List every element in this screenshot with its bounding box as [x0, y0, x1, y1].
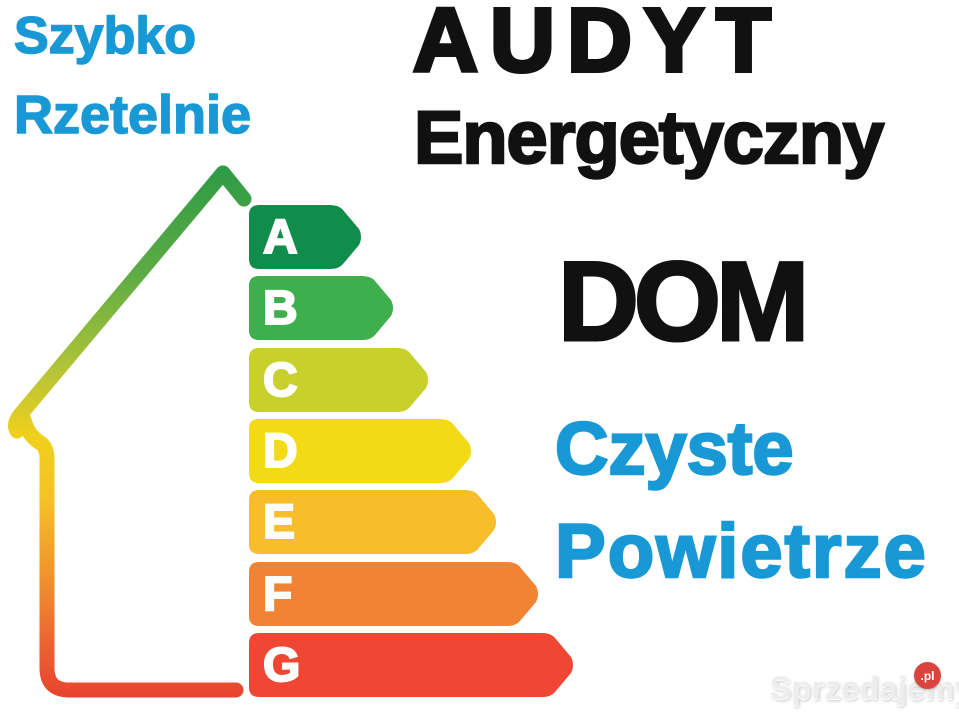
energy-bar-g: G — [249, 633, 577, 697]
energy-bar-c: C — [249, 348, 432, 412]
energy-bar-shape — [249, 562, 538, 626]
energy-bar-shape — [249, 205, 361, 269]
watermark-sprzedajemy: Sprzedajemy .pl — [770, 662, 959, 708]
house-roof-line — [8, 165, 252, 439]
energy-bar-letter: F — [262, 567, 293, 622]
energy-bar-shape — [249, 276, 393, 340]
tagline-rzetelnie: Rzetelnie — [13, 85, 252, 145]
subject-dom: DOM — [556, 239, 810, 364]
energy-bar-shape — [249, 419, 471, 483]
house-wall-line — [16, 412, 244, 698]
energy-bar-letter: A — [262, 210, 299, 265]
headline-energetyczny: Energetyczny — [413, 96, 886, 179]
energy-bar-letter: C — [262, 353, 299, 408]
energy-bar-letter: D — [262, 424, 299, 479]
energy-bar-letter: G — [262, 638, 301, 693]
energy-bar-d: D — [249, 419, 475, 483]
energy-bar-a: A — [249, 205, 365, 269]
energy-bar-letter: B — [262, 281, 299, 336]
program-powietrze: Powietrze — [554, 509, 928, 594]
energy-bar-b: B — [249, 276, 397, 340]
energy-bar-shape — [249, 490, 496, 554]
energy-bar-e: E — [249, 490, 500, 554]
energy-bar-shape — [249, 348, 428, 412]
watermark-pl-badge: .pl — [914, 662, 941, 689]
energy-bar-letter: E — [262, 495, 296, 550]
energy-bar-shape — [249, 633, 573, 697]
energy-bar-f: F — [249, 562, 542, 626]
program-czyste: Czyste — [554, 407, 795, 490]
headline-audyt: AUDYT — [411, 0, 783, 91]
tagline-szybko: Szybko — [13, 7, 197, 65]
